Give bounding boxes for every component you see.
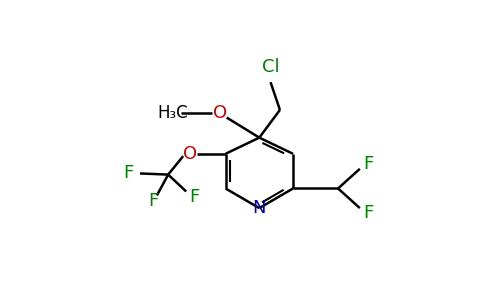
Text: F: F xyxy=(363,204,373,222)
Text: Cl: Cl xyxy=(262,58,279,76)
Text: O: O xyxy=(183,145,197,163)
Text: N: N xyxy=(253,199,266,217)
Text: F: F xyxy=(363,155,373,173)
Text: F: F xyxy=(123,164,133,182)
Text: H₃C: H₃C xyxy=(158,104,188,122)
Text: F: F xyxy=(189,188,199,206)
Text: F: F xyxy=(148,192,158,210)
Text: O: O xyxy=(213,104,227,122)
